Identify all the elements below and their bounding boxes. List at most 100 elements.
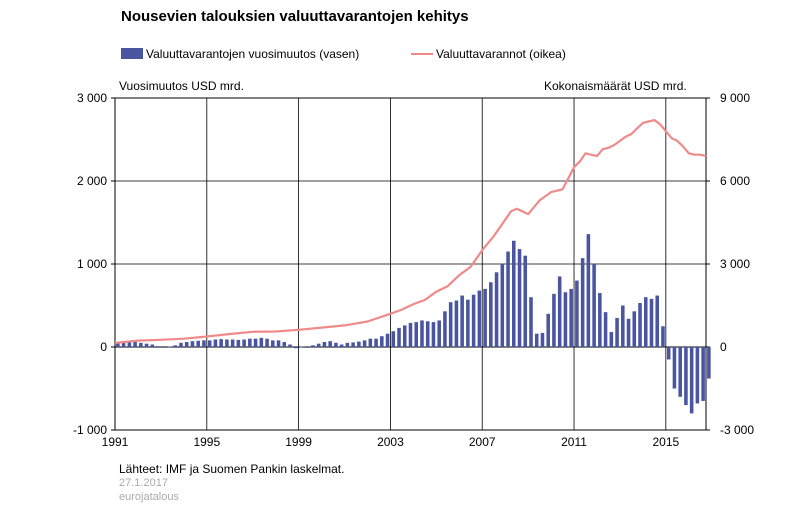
bar xyxy=(575,280,579,347)
y-tick-label: 2 000 xyxy=(77,174,107,188)
reserves-line xyxy=(114,118,707,344)
bar xyxy=(339,344,344,347)
bar xyxy=(621,305,625,347)
bar xyxy=(196,340,200,347)
bar xyxy=(391,331,396,347)
legend-bar-swatch xyxy=(121,48,143,59)
bar xyxy=(626,318,631,347)
bar xyxy=(460,295,464,347)
left-axis-label: Vuosimuutos USD mrd. xyxy=(119,79,244,93)
bar xyxy=(517,249,522,347)
brand-label: eurojatalous xyxy=(119,491,179,503)
bar xyxy=(116,342,120,347)
bar xyxy=(345,342,350,347)
bar xyxy=(276,340,281,347)
bar xyxy=(351,342,355,347)
bar xyxy=(557,276,562,347)
bar xyxy=(271,340,275,347)
bar xyxy=(643,297,648,347)
y-tick-label: -1 000 xyxy=(73,423,107,437)
bar xyxy=(397,327,401,347)
bar xyxy=(293,347,298,349)
publish-date: 27.1.2017 xyxy=(119,477,168,489)
bar xyxy=(311,345,315,347)
bar xyxy=(316,343,321,347)
bar xyxy=(425,321,430,347)
bar xyxy=(380,336,384,347)
bar xyxy=(609,332,614,347)
bar xyxy=(494,272,499,347)
x-tick-label: 1991 xyxy=(102,435,129,449)
bar xyxy=(282,342,287,347)
bar xyxy=(598,293,602,347)
x-tick-label: 2011 xyxy=(561,435,587,449)
bar xyxy=(666,347,671,360)
bar xyxy=(523,255,528,347)
bar xyxy=(477,290,482,347)
bar xyxy=(540,332,545,347)
bar xyxy=(649,298,654,347)
bar xyxy=(661,326,665,347)
bar xyxy=(569,288,573,347)
bar xyxy=(242,339,246,347)
x-tick-label: 1995 xyxy=(193,435,220,449)
x-tick-label: 2003 xyxy=(377,435,404,449)
y2-tick-label: 9 000 xyxy=(720,91,750,105)
bar xyxy=(689,347,694,414)
bar xyxy=(167,346,172,348)
bar xyxy=(179,342,183,347)
source-note: Lähteet: IMF ja Suomen Pankin laskelmat. xyxy=(119,462,345,476)
chart-title: Nousevien talouksien valuuttavarantojen … xyxy=(121,8,469,25)
x-tick-label: 2015 xyxy=(652,435,679,449)
bar xyxy=(483,288,487,347)
bar xyxy=(500,264,505,347)
bar xyxy=(454,300,459,347)
bar xyxy=(127,342,132,347)
bar xyxy=(230,339,235,347)
bar xyxy=(305,347,309,348)
bar xyxy=(707,347,711,379)
y2-tick-label: 3 000 xyxy=(720,257,750,271)
bar xyxy=(563,292,568,347)
bar xyxy=(534,333,539,347)
legend-line-swatch xyxy=(411,53,433,55)
bar xyxy=(512,240,516,347)
bar xyxy=(603,312,608,347)
bar xyxy=(299,346,304,348)
bar xyxy=(552,293,556,347)
bar xyxy=(265,338,269,347)
bar xyxy=(374,338,378,347)
bar xyxy=(328,341,332,347)
bar xyxy=(580,258,585,347)
bar xyxy=(368,338,373,347)
bar xyxy=(236,339,241,347)
bar xyxy=(655,295,660,347)
bar xyxy=(471,294,476,347)
bar xyxy=(190,341,195,347)
bar xyxy=(219,339,223,347)
bar xyxy=(207,340,212,347)
bar xyxy=(121,342,126,347)
bar xyxy=(225,339,229,347)
bar xyxy=(632,311,637,347)
bar xyxy=(443,311,447,347)
bar xyxy=(139,342,143,347)
bar xyxy=(420,320,424,347)
bar xyxy=(385,333,390,347)
y2-tick-label: -3 000 xyxy=(720,423,754,437)
bar xyxy=(248,338,252,347)
bar xyxy=(322,342,327,347)
y-tick-label: 3 000 xyxy=(77,91,107,105)
bar xyxy=(202,340,206,347)
bar xyxy=(701,347,705,401)
bar xyxy=(546,313,550,347)
bar xyxy=(638,303,642,347)
bar xyxy=(466,299,470,347)
bar xyxy=(529,297,533,347)
bar xyxy=(408,322,413,347)
bar xyxy=(684,347,688,406)
bar xyxy=(678,347,682,397)
bar xyxy=(161,347,166,348)
bar xyxy=(288,344,292,347)
bar xyxy=(334,342,338,347)
